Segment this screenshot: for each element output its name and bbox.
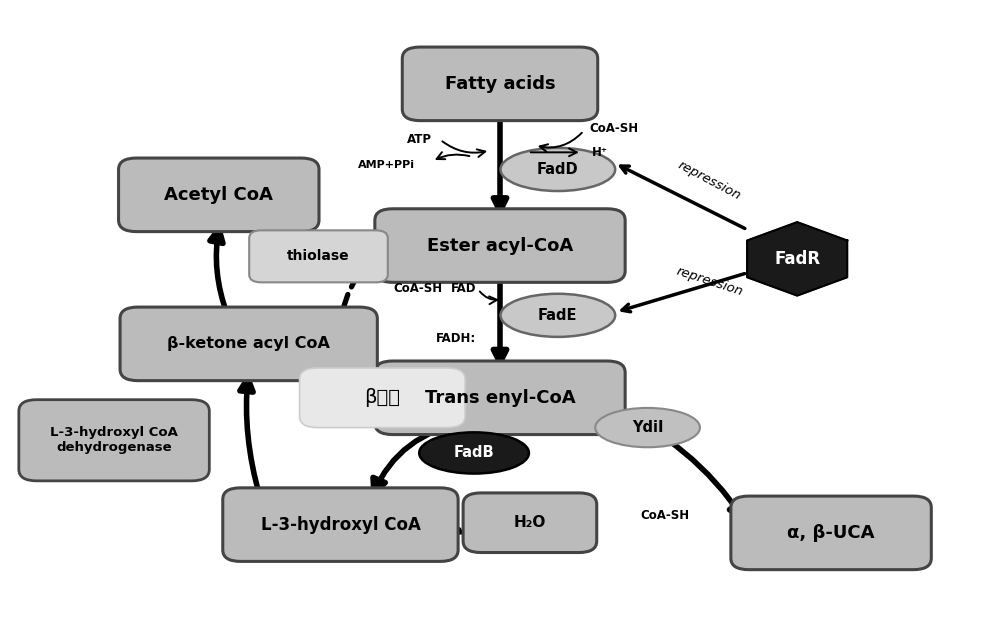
Text: AMP+PPi: AMP+PPi [358,160,415,170]
Text: β氧化: β氧化 [364,389,400,407]
Text: FadE: FadE [538,308,578,323]
Text: CoA-SH: CoA-SH [590,122,639,135]
Text: L-3-hydroxyl CoA
dehydrogenase: L-3-hydroxyl CoA dehydrogenase [50,426,178,454]
Text: repression: repression [676,158,743,203]
FancyBboxPatch shape [375,361,625,434]
Text: Ester acyl-CoA: Ester acyl-CoA [427,236,573,255]
FancyBboxPatch shape [19,399,209,481]
Text: CoA-SH: CoA-SH [640,509,689,522]
Text: repression: repression [674,265,744,299]
Text: YdiI: YdiI [632,420,663,435]
Ellipse shape [419,433,529,473]
FancyBboxPatch shape [223,488,458,561]
Text: CoA-SH: CoA-SH [394,282,443,294]
FancyBboxPatch shape [463,493,597,552]
Text: L-3-hydroxyl CoA: L-3-hydroxyl CoA [261,515,420,534]
Ellipse shape [500,294,615,337]
Text: Fatty acids: Fatty acids [445,75,555,93]
Text: FadR: FadR [774,250,820,268]
Text: α, β-UCA: α, β-UCA [787,524,875,542]
FancyBboxPatch shape [402,47,598,120]
FancyBboxPatch shape [119,158,319,232]
Ellipse shape [500,148,615,191]
Text: Trans enyl-CoA: Trans enyl-CoA [425,389,575,407]
Polygon shape [747,222,847,296]
Text: FadD: FadD [537,162,579,177]
Text: Acetyl CoA: Acetyl CoA [164,186,273,204]
Text: H₂O: H₂O [514,515,546,530]
FancyBboxPatch shape [249,231,388,282]
FancyBboxPatch shape [375,209,625,282]
FancyBboxPatch shape [120,307,377,381]
Text: FadB: FadB [454,445,494,461]
Text: FAD: FAD [451,282,476,294]
FancyBboxPatch shape [731,496,931,569]
Text: H⁺: H⁺ [592,146,608,159]
Text: thiolase: thiolase [287,249,350,263]
FancyBboxPatch shape [300,368,465,427]
Ellipse shape [595,408,700,447]
Text: FADH:: FADH: [436,333,476,345]
Text: ATP: ATP [407,133,432,146]
Text: β-ketone acyl CoA: β-ketone acyl CoA [167,336,330,352]
